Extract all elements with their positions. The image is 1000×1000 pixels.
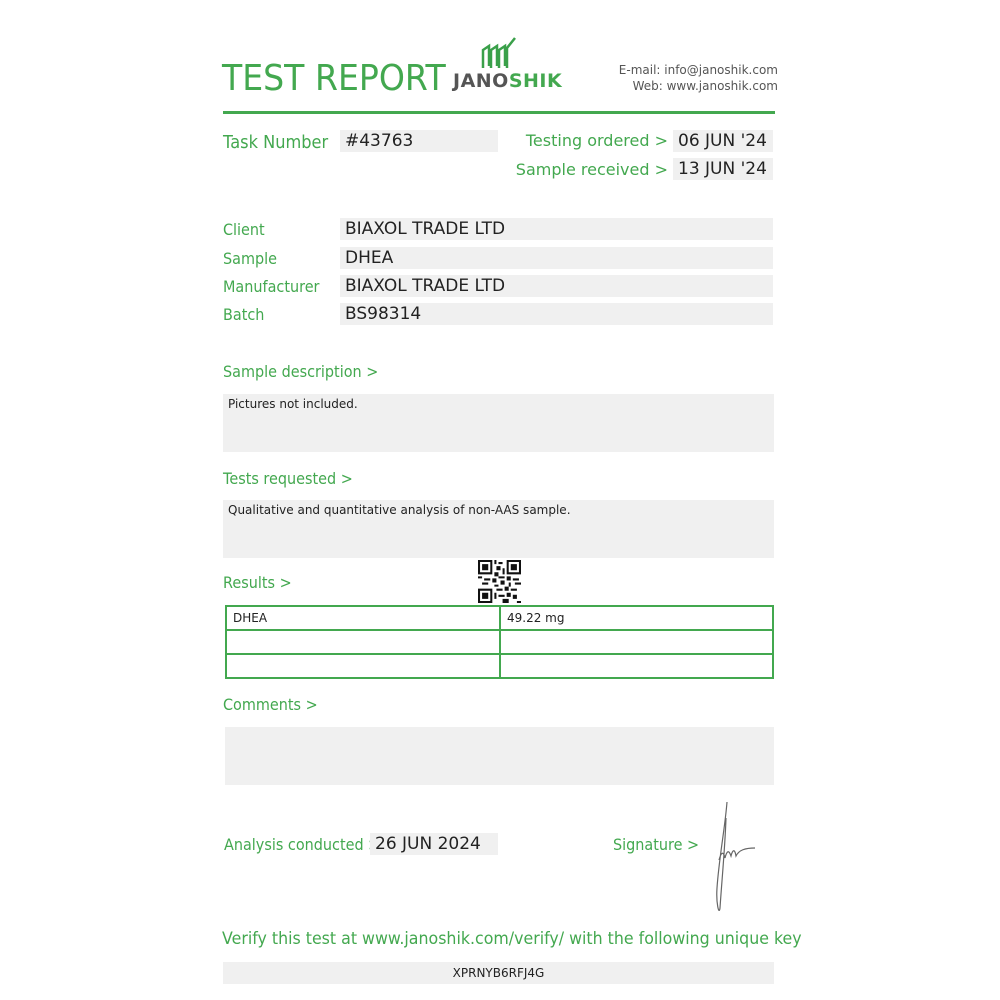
sample-description-value: Pictures not included. — [223, 394, 774, 452]
table-row — [225, 629, 774, 655]
testing-ordered-value: 06 JUN '24 — [673, 130, 773, 152]
sample-value: DHEA — [340, 247, 773, 269]
batch-value: BS98314 — [340, 303, 773, 325]
results-label: Results > — [223, 573, 292, 592]
verification-key: XPRNYB6RFJ4G — [223, 962, 774, 984]
result-compound — [225, 629, 501, 655]
result-amount — [499, 653, 774, 679]
task-number-label: Task Number — [223, 132, 329, 153]
sample-received-label: Sample received > — [515, 160, 668, 179]
tests-requested-value: Qualitative and quantitative analysis of… — [223, 500, 774, 558]
logo-bars-icon — [481, 37, 516, 68]
analysis-conducted-label: Analysis conducted > — [224, 835, 381, 854]
sample-received-value: 13 JUN '24 — [673, 158, 773, 180]
janoshik-logo: JANOSHIK — [453, 36, 562, 94]
signature-image — [716, 801, 756, 911]
testing-ordered-label: Testing ordered > — [525, 131, 668, 150]
comments-value — [225, 727, 774, 785]
contact-email: E-mail: info@janoshik.com — [618, 63, 778, 77]
qr-code-icon — [478, 560, 521, 603]
comments-label: Comments > — [223, 695, 318, 714]
tests-requested-label: Tests requested > — [223, 469, 353, 488]
verify-instructions: Verify this test at www.janoshik.com/ver… — [222, 929, 802, 949]
sample-description-label: Sample description > — [223, 362, 379, 381]
results-table: DHEA 49.22 mg — [225, 605, 774, 679]
result-amount — [499, 629, 774, 655]
client-value: BIAXOL TRADE LTD — [340, 218, 773, 240]
table-row — [225, 653, 774, 679]
manufacturer-value: BIAXOL TRADE LTD — [340, 275, 773, 297]
batch-label: Batch — [223, 305, 265, 324]
result-compound — [225, 653, 501, 679]
contact-web: Web: www.janoshik.com — [632, 79, 778, 93]
sample-label: Sample — [223, 249, 277, 268]
header-divider — [223, 111, 775, 114]
signature-label: Signature > — [613, 835, 700, 854]
result-amount: 49.22 mg — [499, 605, 774, 631]
report-title: TEST REPORT — [222, 58, 446, 99]
table-row: DHEA 49.22 mg — [225, 605, 774, 631]
client-label: Client — [223, 220, 265, 239]
result-compound: DHEA — [225, 605, 501, 631]
manufacturer-label: Manufacturer — [223, 277, 320, 296]
analysis-conducted-value: 26 JUN 2024 — [370, 833, 498, 855]
task-number-value: #43763 — [340, 130, 498, 152]
